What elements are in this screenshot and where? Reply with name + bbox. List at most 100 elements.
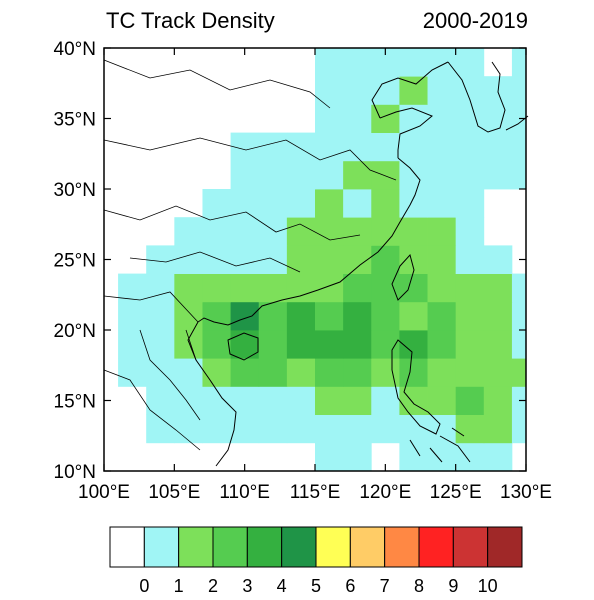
density-cell [455,442,485,472]
density-cell [483,132,513,162]
density-cell [230,189,260,218]
colorbar-swatch [109,526,145,568]
colorbar-swatch [178,526,214,568]
density-cell [427,386,457,415]
density-cell [399,442,428,472]
density-cell [427,76,457,105]
density-grid [118,48,527,472]
density-cell [427,301,457,331]
density-cell [230,273,260,303]
density-cell [286,132,316,162]
density-cell [230,160,260,190]
density-cell [118,273,147,303]
lat-tick-label: 30°N [54,180,96,201]
density-cell [427,189,457,218]
density-cell [202,386,231,415]
shandong-peninsula [379,107,433,158]
density-cell [258,217,288,246]
density-cell [315,160,344,190]
lon-tick-label: 120°E [359,482,411,503]
density-cell [399,301,428,331]
density-cell [511,76,527,105]
density-cell [230,217,260,246]
density-cell [483,414,513,444]
axis-tick-labels: 100°E 105°E 110°E 115°E 120°E 125°E 130°E 10°N 1… [54,39,552,503]
density-cell [258,386,288,415]
density-cell [230,301,260,331]
colorbar-label: 0 [139,576,149,596]
density-cell [118,301,147,331]
density-cell [315,189,344,218]
colorbar-label: 10 [478,576,498,596]
density-cell [286,358,316,387]
density-cell [258,330,288,359]
density-cell [371,301,400,331]
lat-tick-label: 20°N [54,321,96,342]
density-cell [427,160,457,190]
density-cell [399,217,428,246]
density-cell [343,104,372,133]
density-cell [455,160,485,190]
density-cell [399,189,428,218]
density-cell [343,76,372,105]
density-cell [343,48,372,77]
china-coastline [197,157,421,326]
density-cell [511,301,527,331]
country-borders [103,59,397,451]
density-cell [511,358,527,387]
density-cell [343,386,372,415]
density-cell [399,160,428,190]
density-cell [455,132,485,162]
density-cell [343,132,372,162]
density-cell [427,245,457,274]
lon-tick-label: 130°E [500,482,552,503]
density-cell [174,414,203,444]
korea-peninsula [447,61,506,133]
density-cell [315,358,344,387]
map-title: TC Track Density [106,8,275,33]
density-cell [315,301,344,331]
lat-tick-label: 35°N [54,110,96,131]
density-cell [343,273,372,303]
density-cell [483,160,513,190]
density-cell [371,245,400,274]
density-cell [146,273,175,303]
density-cell [511,160,527,190]
density-cell [371,217,400,246]
colorbar-swatch [452,526,489,568]
density-cell [371,273,400,303]
density-cell [146,358,175,387]
density-cell [343,301,372,331]
density-cell [455,414,485,444]
density-cell [455,245,485,274]
luzon-island [391,339,441,435]
lat-tick-label: 15°N [54,392,96,413]
lon-tick-label: 110°E [219,482,270,503]
colorbar-swatch [487,526,523,568]
density-cell [118,358,147,387]
density-cell [511,414,527,444]
density-cell [202,301,231,331]
density-cell [399,132,428,162]
density-cell [371,358,400,387]
density-cell [371,414,400,444]
density-cell [427,132,457,162]
density-cell [427,104,457,133]
density-cell [427,358,457,387]
density-cell [399,358,428,387]
density-cell [258,160,288,190]
density-cell [427,414,457,444]
density-cell [371,386,400,415]
colorbar-swatch [349,526,386,568]
density-cell [483,442,513,472]
density-cell [315,132,344,162]
density-cell [371,160,400,190]
density-cell [427,330,457,359]
density-cell [202,189,231,218]
map-period: 2000-2019 [422,8,528,33]
density-cell [315,386,344,415]
density-cell [258,414,288,444]
density-cell [258,358,288,387]
density-cell [483,358,513,387]
colorbar-label: 3 [242,576,252,596]
